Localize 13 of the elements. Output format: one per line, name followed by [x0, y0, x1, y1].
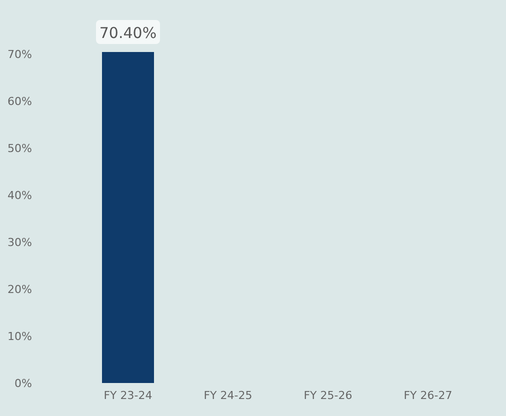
y-tick-label: 10%: [8, 330, 32, 343]
y-tick-label: 20%: [8, 282, 32, 296]
y-tick-label: 70%: [8, 48, 32, 61]
y-tick-label: 0%: [14, 377, 32, 390]
x-tick-label: FY 23-24: [104, 388, 152, 402]
x-tick-label: FY 25-26: [304, 388, 352, 402]
y-tick-label: 60%: [8, 94, 32, 108]
y-tick-label: 50%: [8, 142, 32, 155]
data-label: 70.40%: [99, 24, 157, 42]
y-tick-label: 40%: [8, 188, 32, 202]
x-tick-label: FY 24-25: [204, 388, 252, 402]
y-tick-label: 30%: [8, 236, 32, 249]
x-tick-label: FY 26-27: [404, 388, 452, 402]
